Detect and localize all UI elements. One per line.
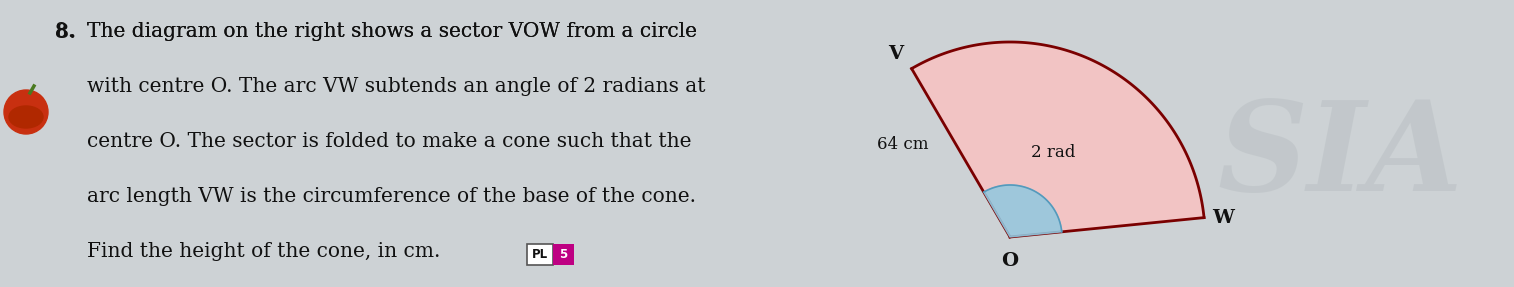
Text: 64 cm: 64 cm <box>877 136 930 153</box>
FancyBboxPatch shape <box>527 244 553 265</box>
Text: 5: 5 <box>559 248 568 261</box>
Text: The diagram on the right shows a sector VOW from a circle: The diagram on the right shows a sector … <box>86 22 696 41</box>
Text: V: V <box>889 45 904 63</box>
Text: 8.  The diagram on the right shows a sector VOW from a circle: 8. The diagram on the right shows a sect… <box>55 22 696 41</box>
Text: centre O. The sector is folded to make a cone such that the: centre O. The sector is folded to make a… <box>86 132 692 151</box>
Text: with centre O. The arc VW subtends an angle of 2 radians at: with centre O. The arc VW subtends an an… <box>86 77 706 96</box>
Polygon shape <box>911 42 1204 237</box>
Circle shape <box>5 90 48 134</box>
Text: PL: PL <box>531 248 548 261</box>
Text: 8.: 8. <box>55 22 76 42</box>
Text: W: W <box>1213 209 1234 227</box>
Text: O: O <box>1001 252 1019 270</box>
Text: SIA: SIA <box>1217 96 1463 218</box>
Polygon shape <box>984 185 1061 237</box>
Text: Find the height of the cone, in cm.: Find the height of the cone, in cm. <box>86 242 441 261</box>
Text: arc length VW is the circumference of the base of the cone.: arc length VW is the circumference of th… <box>86 187 696 206</box>
FancyBboxPatch shape <box>553 244 574 265</box>
Ellipse shape <box>9 106 42 128</box>
Text: 2 rad: 2 rad <box>1031 144 1075 161</box>
